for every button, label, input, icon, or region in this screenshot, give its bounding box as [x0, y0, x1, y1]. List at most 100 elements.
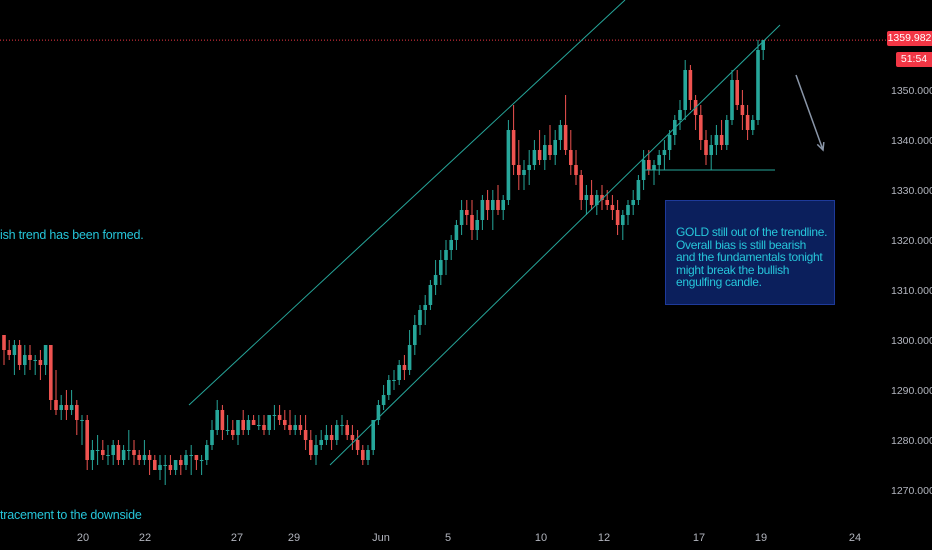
- candle: [615, 200, 620, 235]
- candle: [745, 105, 750, 140]
- candle: [543, 135, 547, 170]
- candle-body: [600, 195, 604, 200]
- candle-body: [511, 130, 516, 165]
- candle: [251, 415, 256, 425]
- candle: [558, 120, 563, 150]
- candle-body: [579, 175, 583, 200]
- candle: [153, 455, 157, 470]
- candle: [220, 405, 225, 440]
- candle-body: [262, 425, 266, 430]
- candle: [163, 455, 167, 485]
- candle: [95, 435, 100, 465]
- candle: [449, 235, 453, 260]
- candle-body: [319, 440, 323, 445]
- candle: [106, 445, 110, 465]
- candle-body: [106, 455, 110, 456]
- candle: [340, 415, 344, 435]
- candle: [158, 455, 162, 480]
- candle-body: [454, 225, 459, 240]
- candle: [719, 120, 724, 150]
- drawings-layer[interactable]: [188, 0, 825, 466]
- candle-body: [153, 460, 157, 470]
- retracement-note-text[interactable]: tracement to the downside: [0, 508, 142, 522]
- price-axis[interactable]: 1270.000 1280.000 1290.000 1300.000 1310.000…: [891, 85, 932, 497]
- candle-body: [714, 135, 719, 145]
- candle-body: [272, 415, 277, 416]
- candle-body: [595, 195, 599, 205]
- candle: [647, 150, 651, 175]
- lower-channel-line[interactable]: [329, 24, 781, 466]
- candle-body: [90, 450, 95, 460]
- candle-body: [501, 200, 505, 210]
- candle-body: [371, 420, 375, 450]
- annotation-box[interactable]: GOLD still out of the trendline. Overall…: [665, 200, 835, 305]
- candle-body: [33, 360, 37, 361]
- down-arrow-icon[interactable]: [795, 74, 825, 152]
- candle: [730, 70, 734, 125]
- candle-body: [324, 435, 329, 440]
- candle-body: [220, 410, 225, 430]
- x-tick-label: 29: [288, 532, 300, 544]
- trend-note-text[interactable]: ish trend has been formed.: [0, 228, 144, 242]
- candle: [319, 430, 323, 450]
- candle: [704, 130, 708, 165]
- candle: [236, 420, 240, 445]
- candle: [355, 430, 360, 455]
- y-tick-label: 1320.000: [891, 235, 932, 247]
- candle: [33, 355, 37, 375]
- candle: [402, 355, 407, 380]
- candle-body: [132, 450, 136, 455]
- candle-body: [116, 445, 121, 460]
- candle: [371, 420, 375, 455]
- candle-body: [376, 405, 381, 420]
- candle: [303, 415, 308, 450]
- candle-body: [735, 80, 739, 105]
- candle-body: [537, 150, 542, 160]
- candle-body: [574, 165, 578, 175]
- candle-body: [553, 140, 557, 155]
- candle: [12, 340, 17, 375]
- candle-body: [127, 450, 131, 451]
- candle-body: [225, 430, 230, 431]
- candle-body: [95, 450, 100, 451]
- candle-body: [7, 350, 11, 355]
- candle-body: [387, 380, 391, 395]
- candle: [241, 410, 245, 435]
- candle-body: [667, 135, 672, 150]
- candle: [584, 185, 589, 215]
- candle-body: [345, 425, 349, 435]
- candle-body: [439, 260, 443, 275]
- candle-body: [428, 285, 433, 305]
- candle-body: [413, 325, 417, 345]
- upper-channel-line[interactable]: [188, 0, 626, 406]
- candle: [579, 170, 583, 210]
- candle: [553, 130, 557, 165]
- candle: [761, 40, 765, 60]
- y-tick-label: 1340.000: [891, 135, 932, 147]
- candle: [111, 440, 115, 465]
- candle-body: [751, 120, 755, 130]
- candle: [288, 410, 292, 435]
- candle: [64, 390, 69, 420]
- candle-body: [522, 170, 526, 175]
- candle-body: [407, 345, 412, 370]
- candle-body: [246, 420, 251, 430]
- candle: [641, 150, 646, 190]
- time-axis[interactable]: 20 22 27 29 Jun 5 10 12 17 19 24: [77, 532, 861, 544]
- candle: [709, 135, 713, 170]
- candle-body: [709, 145, 713, 155]
- candle-body: [163, 465, 167, 466]
- candle: [54, 370, 58, 415]
- candle: [85, 415, 89, 470]
- candle-body: [636, 180, 641, 200]
- candle-body: [719, 135, 724, 145]
- candle: [662, 140, 667, 170]
- candle: [636, 175, 641, 205]
- candle: [621, 210, 625, 240]
- candle-body: [184, 455, 188, 465]
- candle-body: [257, 425, 261, 426]
- y-tick-label: 1300.000: [891, 335, 932, 347]
- candle: [2, 335, 6, 365]
